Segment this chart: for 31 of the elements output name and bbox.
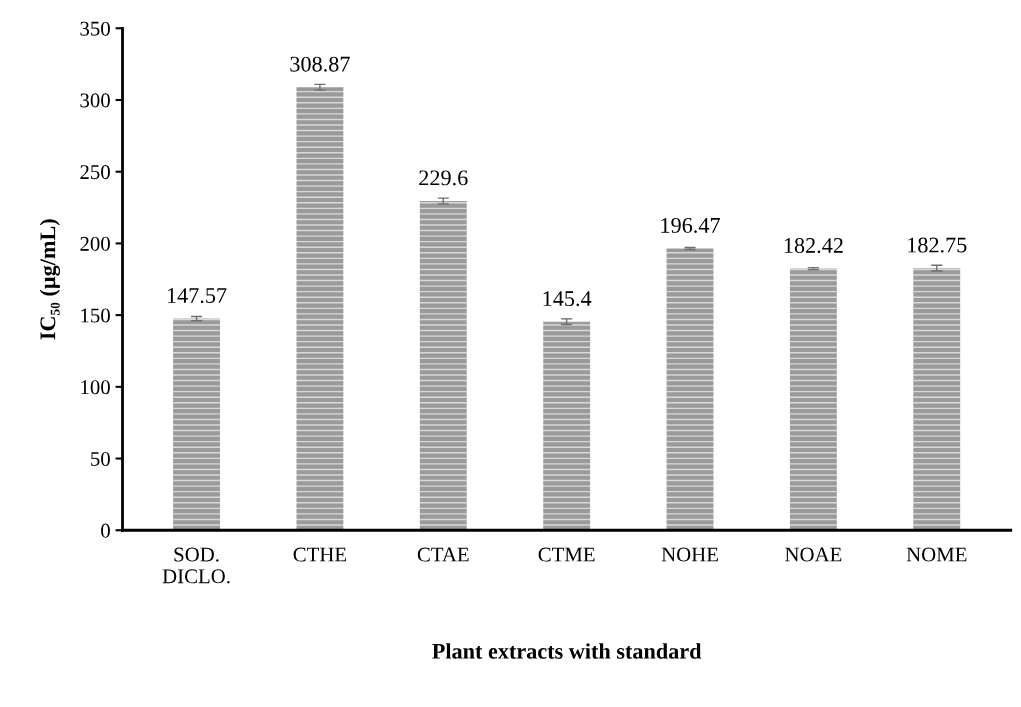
bar [789,268,837,531]
data-label: 308.87 [290,56,350,72]
data-label: 147.57 [167,288,227,304]
data-label: 196.47 [661,217,720,233]
x-tick-label: SOD. DICLO. [162,547,230,584]
y-tick-label: 100 [81,380,110,395]
data-label: 229.6 [419,170,468,186]
y-tick-label: 300 [80,93,110,108]
y-tick-label: 200 [80,236,110,251]
bar [296,87,344,531]
x-tick-label: CTHE [293,547,347,562]
data-label: 182.42 [784,238,843,254]
y-tick-label: 350 [80,21,110,36]
data-label: 145.4 [543,291,592,307]
bar [173,318,220,531]
y-tick-label: 250 [80,165,110,180]
y-tick-label: 150 [81,308,110,323]
x-tick-label: CTAE [417,547,469,562]
bar [666,248,714,531]
bar [419,200,467,531]
x-tick-label: NOAE [785,547,842,562]
x-tick-label: NOHE [661,547,718,562]
y-axis-title: IC₅₀ (µg/mL) [39,219,61,340]
data-label: 182.75 [908,237,967,253]
x-tick-label: CTME [538,547,595,562]
y-tick-label: 0 [101,523,110,538]
y-tick-label: 50 [91,451,110,466]
bar [543,321,591,531]
x-tick-label: NOME [906,547,967,562]
bar [913,268,961,531]
x-axis-title: Plant extracts with standard [432,643,702,659]
